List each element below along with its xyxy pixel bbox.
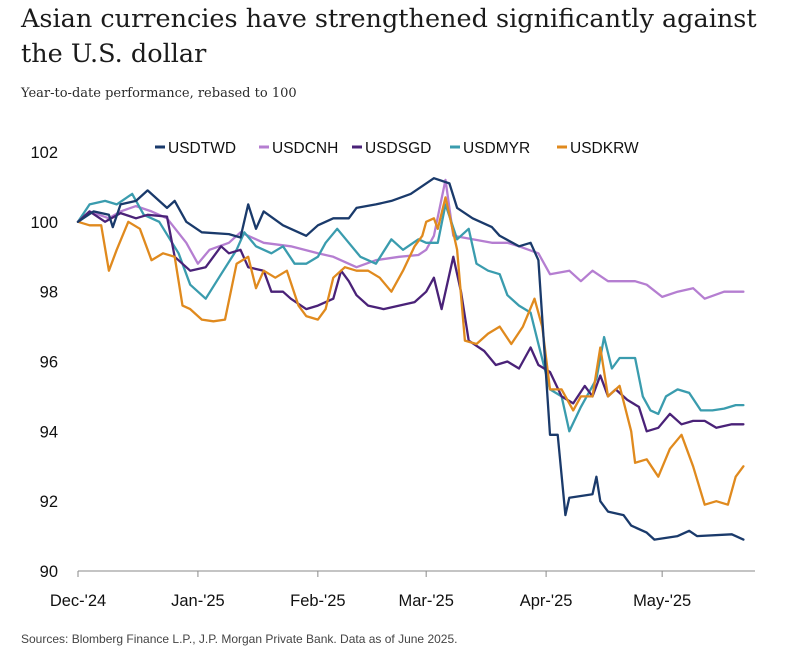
chart-title: Asian currencies have strengthened signi… <box>21 4 757 69</box>
legend-label: USDTWD <box>168 140 236 157</box>
y-tick-label: 96 <box>40 354 58 372</box>
y-tick-label: 92 <box>40 493 58 511</box>
y-tick-label: 98 <box>40 284 58 302</box>
legend-label: USDMYR <box>463 140 530 157</box>
x-axis: Dec-'24 Jan-'25 Feb-'25 Mar-'25 Apr-'25 May-'… <box>50 570 755 610</box>
y-tick-label: 100 <box>30 214 58 232</box>
y-tick-label: 90 <box>40 563 58 581</box>
series-line-usdsgd <box>76 210 745 433</box>
source-note: Sources: Blomberg Finance L.P., J.P. Mor… <box>21 632 458 646</box>
chart-subtitle: Year-to-date performance, rebased to 100 <box>21 86 297 101</box>
legend: USDTWD USDCNH USDSGD USDMYR USDKRW <box>155 140 639 157</box>
x-tick-label: Apr-'25 <box>520 592 573 610</box>
x-tick-label: Feb-'25 <box>290 592 345 610</box>
series-line-usdtwd <box>76 177 745 541</box>
x-tick-label: May-'25 <box>633 592 691 610</box>
series-line-usdmyr <box>76 192 745 433</box>
x-tick-label: Mar-'25 <box>398 592 453 610</box>
y-tick-label: 94 <box>40 423 58 441</box>
y-tick-label: 102 <box>30 144 58 162</box>
series-layer <box>76 177 745 541</box>
legend-label: USDSGD <box>365 140 431 157</box>
series-line-usdkrw <box>76 196 745 506</box>
y-axis: 90 92 94 96 98 100 102 <box>30 144 58 581</box>
legend-label: USDKRW <box>570 140 639 157</box>
x-tick-label: Jan-'25 <box>171 592 225 610</box>
legend-label: USDCNH <box>272 140 338 157</box>
x-tick-label: Dec-'24 <box>50 592 106 610</box>
